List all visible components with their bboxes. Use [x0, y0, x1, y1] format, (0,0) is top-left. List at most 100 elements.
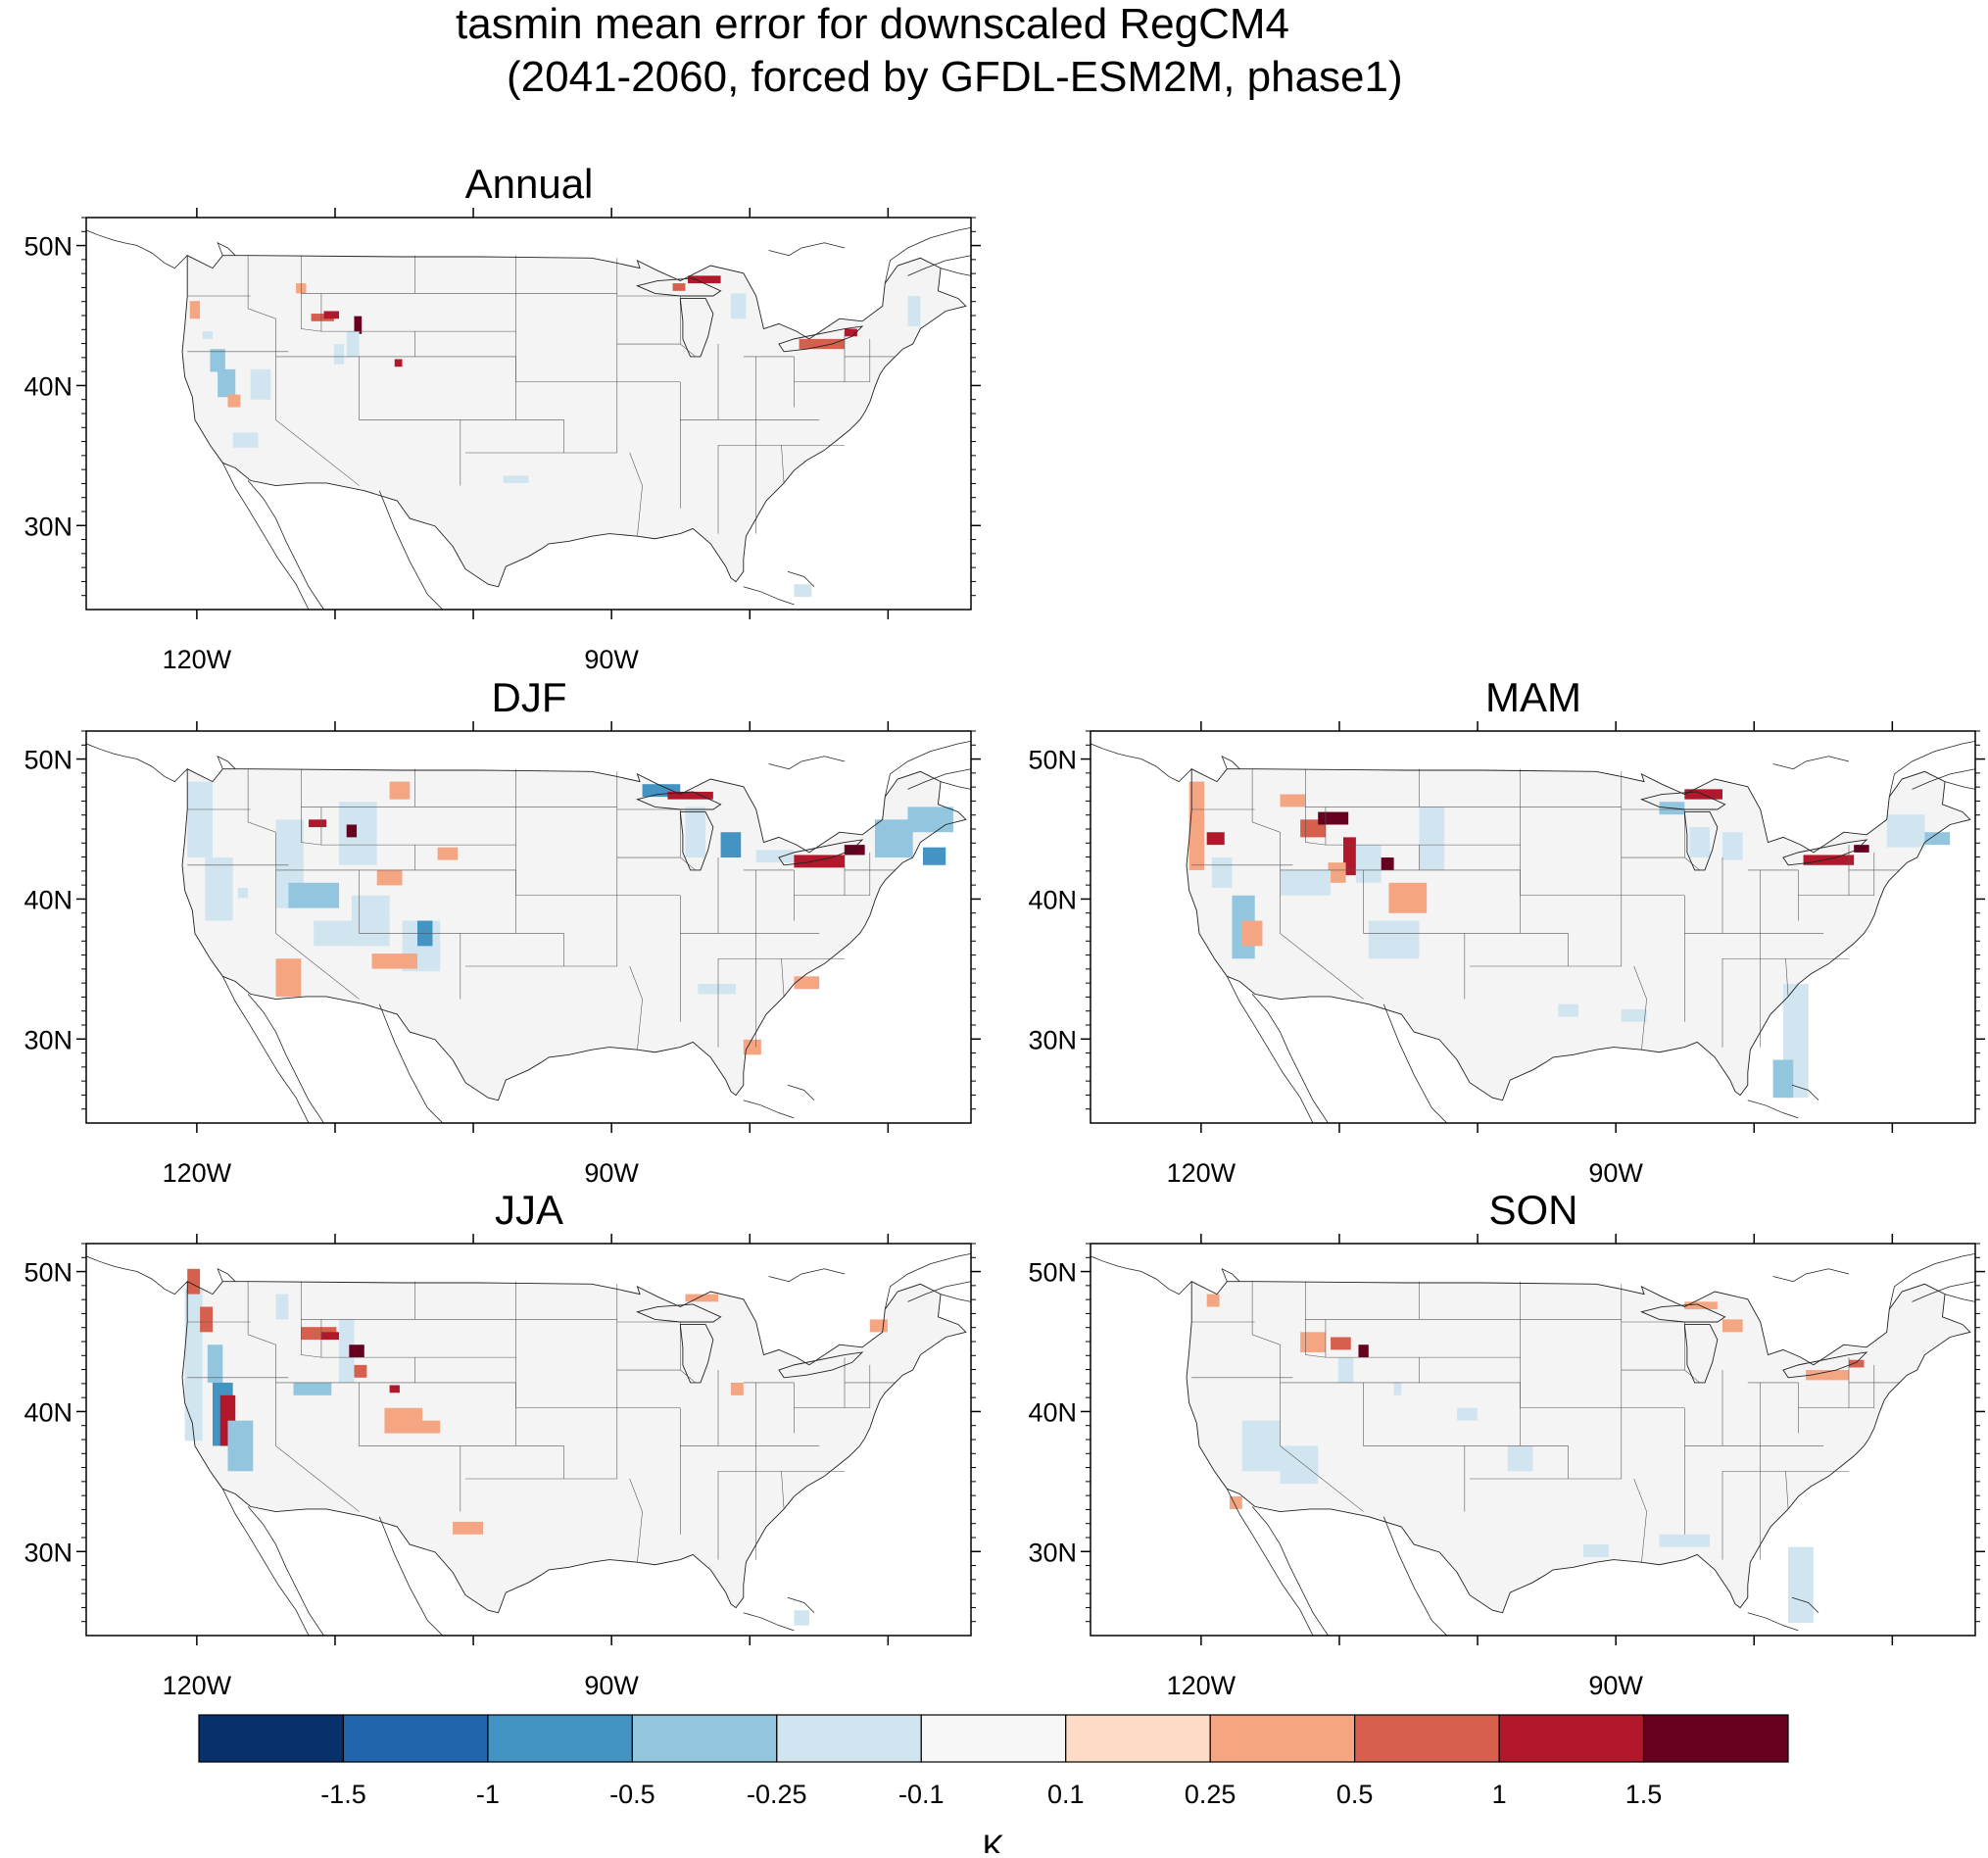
map-panel-jja: JJA 50N 40N 30N 120W 90W — [24, 1187, 981, 1700]
anomaly-cell — [1381, 857, 1394, 870]
colorbar-unit: K — [983, 1829, 1005, 1853]
anomaly-cell — [730, 1382, 744, 1395]
figure-title: tasmin mean error for downscaled RegCM4 — [456, 0, 1290, 48]
anomaly-cell — [688, 275, 721, 284]
map-area — [1091, 1244, 1975, 1636]
anomaly-cell — [1806, 1370, 1849, 1381]
colorbar-swatch — [1642, 1714, 1789, 1763]
anomaly-cell — [1886, 814, 1925, 848]
anomaly-cell — [320, 1332, 339, 1341]
panel-title-son: SON — [1488, 1187, 1577, 1233]
lat-label: 30N — [1028, 1025, 1077, 1054]
anomaly-cell — [339, 802, 377, 865]
anomaly-cell — [1188, 781, 1205, 870]
anomaly-cell — [1558, 1003, 1578, 1017]
anomaly-cell — [346, 331, 360, 357]
lon-label: 120W — [163, 645, 232, 674]
anomaly-cell — [1689, 827, 1711, 858]
anomaly-cell — [309, 819, 327, 828]
anomaly-cell — [323, 311, 339, 319]
anomaly-cell — [1388, 882, 1428, 913]
anomaly-cell — [685, 807, 706, 858]
anomaly-cell — [453, 1521, 484, 1535]
anomaly-cell — [1772, 1059, 1794, 1099]
anomaly-cell — [1241, 1420, 1281, 1472]
colorbar-swatch — [920, 1714, 1067, 1763]
panel-title-annual: Annual — [465, 161, 594, 207]
panel-title-jja: JJA — [495, 1187, 563, 1233]
anomaly-cell — [187, 1268, 201, 1295]
anomaly-cell — [293, 1382, 332, 1395]
anomaly-cell — [1659, 1534, 1711, 1547]
anomaly-cell — [794, 976, 820, 990]
anomaly-cell — [1419, 807, 1445, 870]
map-panel-mam: MAM 50N 40N 30N 120W 90W — [1028, 674, 1985, 1188]
anomaly-cell — [205, 857, 233, 921]
anomaly-cell — [1280, 794, 1306, 807]
colorbar-tick-label: 0.25 — [1185, 1780, 1236, 1809]
anomaly-cell — [1457, 1407, 1478, 1421]
lon-label: 120W — [163, 1671, 232, 1700]
figure-subtitle: (2041-2060, forced by GFDL-ESM2M, phase1… — [507, 53, 1403, 101]
anomaly-cell — [845, 328, 857, 337]
anomaly-cell — [275, 1294, 289, 1320]
anomaly-cell — [1206, 1294, 1220, 1307]
colorbar-swatch — [487, 1714, 633, 1763]
anomaly-cell — [1722, 832, 1743, 860]
anomaly-cell — [1241, 920, 1263, 947]
anomaly-cell — [187, 781, 213, 858]
colorbar-tick-label: -0.25 — [747, 1780, 807, 1809]
colorbar-swatch — [631, 1714, 778, 1763]
anomaly-cell — [1300, 1332, 1326, 1352]
lon-label: 90W — [1588, 1158, 1643, 1188]
colorbar-tick-label: 0.5 — [1336, 1780, 1374, 1809]
anomaly-cell — [720, 832, 742, 858]
anomaly-cell — [1393, 1382, 1402, 1395]
lon-label: 90W — [1588, 1671, 1643, 1700]
anomaly-cell — [376, 869, 403, 886]
anomaly-cell — [730, 293, 747, 319]
anomaly-cell — [503, 475, 529, 483]
anomaly-cell — [1337, 1357, 1354, 1383]
anomaly-cell — [218, 368, 236, 398]
anomaly-cell — [227, 1420, 254, 1472]
anomaly-cell — [389, 1385, 400, 1394]
colorbar-tick-label: 1 — [1492, 1780, 1507, 1809]
anomaly-cell — [202, 331, 213, 339]
anomaly-cell — [755, 850, 795, 863]
anomaly-cell — [1280, 869, 1332, 896]
anomaly-cell — [672, 283, 686, 291]
anomaly-cell — [237, 888, 249, 899]
anomaly-cell — [1788, 1546, 1814, 1624]
anomaly-cell — [1328, 862, 1346, 883]
lat-label: 30N — [24, 512, 73, 541]
lat-label: 40N — [1028, 885, 1077, 914]
colorbar-tick-label: 0.1 — [1047, 1780, 1085, 1809]
anomaly-cell — [346, 824, 358, 838]
anomaly-cell — [799, 338, 845, 350]
colorbar-swatch — [1065, 1714, 1211, 1763]
anomaly-cell — [1355, 845, 1382, 883]
colorbar-tick-label: -0.1 — [898, 1780, 945, 1809]
anomaly-cell — [1343, 837, 1356, 876]
anomaly-cell — [698, 984, 737, 995]
anomaly-cell — [333, 344, 345, 365]
anomaly-patches — [1188, 781, 1951, 1099]
anomaly-cell — [1849, 1359, 1865, 1368]
anomaly-cell — [389, 781, 411, 800]
anomaly-cell — [288, 882, 339, 908]
map-area — [86, 731, 971, 1123]
anomaly-cell — [232, 432, 259, 448]
anomaly-cell — [667, 791, 713, 800]
lat-label: 30N — [24, 1025, 73, 1054]
anomaly-cell — [189, 301, 201, 319]
anomaly-cell — [1803, 855, 1855, 865]
anomaly-cell — [1318, 811, 1349, 825]
lat-label: 40N — [24, 885, 73, 914]
map-area — [86, 1244, 971, 1636]
map-panel-son: SON 50N 40N 30N 120W 90W — [1028, 1187, 1985, 1700]
lon-label: 120W — [1167, 1671, 1236, 1700]
anomaly-cell — [907, 807, 953, 833]
lat-label: 40N — [24, 1397, 73, 1427]
